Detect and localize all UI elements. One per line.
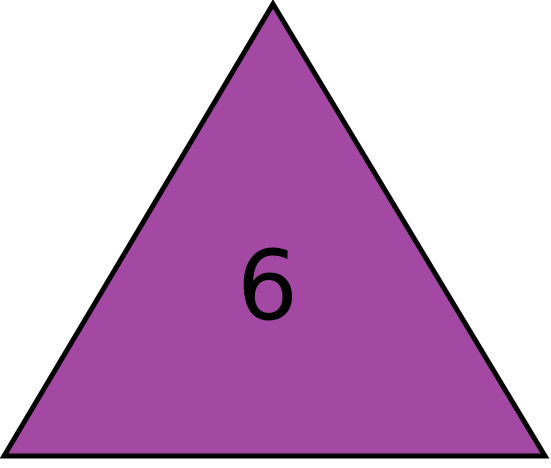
triangle-number-label: 6: [236, 230, 299, 342]
triangle-shape: [0, 0, 550, 459]
